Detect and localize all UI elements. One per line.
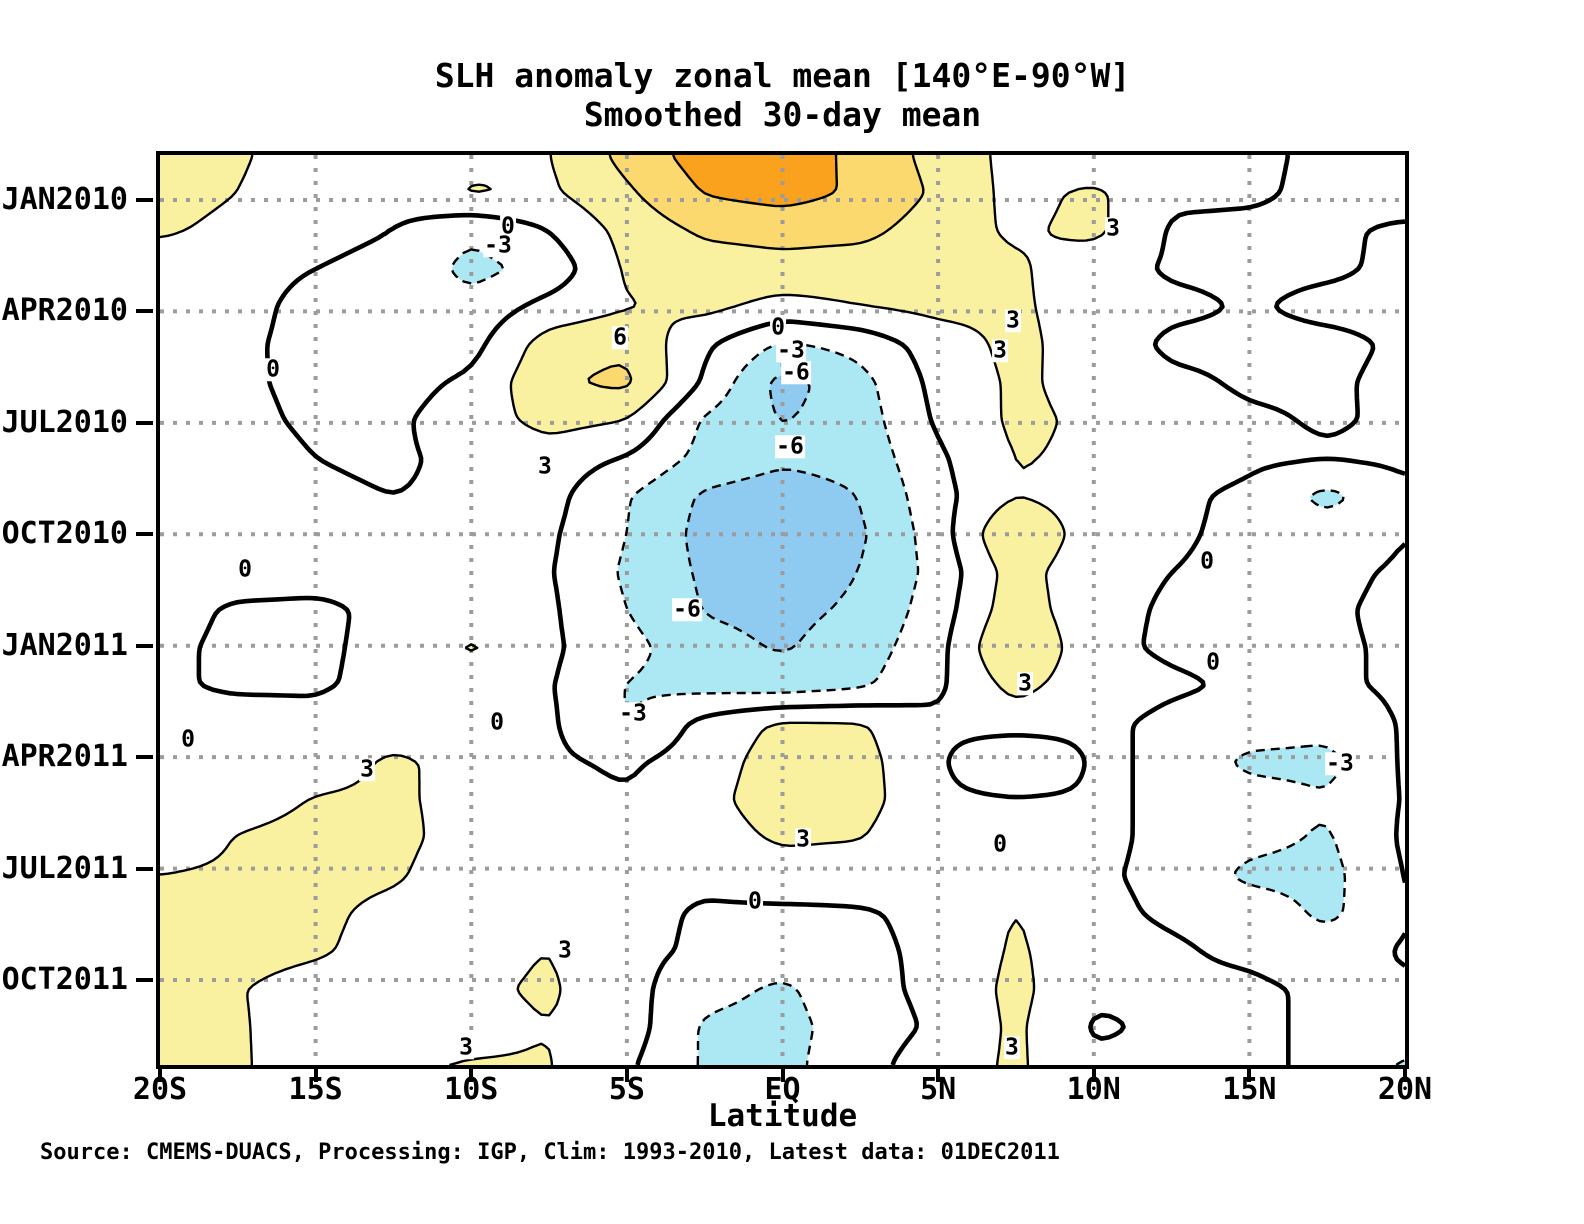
contour-label: -6 (781, 359, 811, 386)
x-tick-mark (469, 1069, 474, 1082)
contour-label: -3 (483, 232, 513, 259)
contour-label: 3 (537, 453, 553, 480)
y-tick-label: JUL2011 (1, 850, 128, 886)
contour-label: 3 (1017, 670, 1033, 697)
x-axis-title: Latitude (707, 1098, 858, 1134)
contour-label: -3 (776, 337, 806, 364)
x-tick-mark (158, 1069, 162, 1082)
y-tick-mark (136, 532, 153, 537)
y-tick-mark (136, 197, 153, 202)
y-tick-label: JUL2010 (1, 404, 128, 440)
chart-subtitle: Smoothed 30-day mean (583, 95, 982, 134)
y-tick-mark (136, 309, 153, 314)
x-tick-label: 5S (608, 1072, 645, 1107)
x-tick-mark (780, 1069, 785, 1082)
x-tick-label: 20S (132, 1072, 188, 1107)
x-tick-label: 10N (1066, 1072, 1121, 1107)
contour-label: 3 (359, 756, 375, 783)
y-tick-mark (136, 978, 153, 982)
contour-label: -6 (775, 433, 805, 460)
contour-label: 3 (992, 337, 1008, 364)
x-tick-label: 15S (288, 1072, 343, 1107)
contour-label: 0 (180, 726, 196, 753)
contour-label: 0 (489, 709, 505, 736)
y-tick-label: APR2011 (1, 739, 128, 775)
x-tick-mark (1091, 1069, 1096, 1082)
contour-label: 3 (1005, 307, 1021, 334)
y-tick-label: OCT2010 (1, 516, 128, 552)
contour-label: -3 (1325, 750, 1355, 777)
x-tick-mark (1403, 1069, 1407, 1082)
y-tick-label: JAN2011 (1, 627, 128, 663)
contour-label: 6 (612, 324, 628, 351)
chart-title: SLH anomaly zonal mean [140°E-90°W] (434, 56, 1131, 95)
contour-label: 3 (1105, 215, 1121, 242)
y-tick-mark (136, 643, 153, 648)
x-tick-label: 10S (444, 1072, 499, 1107)
x-tick-mark (624, 1069, 629, 1082)
x-tick-mark (1247, 1069, 1252, 1082)
contour-label: 0 (770, 314, 786, 341)
contour-label: 0 (1199, 548, 1215, 575)
contour-label: 3 (458, 1034, 474, 1061)
x-tick-label: 20N (1377, 1072, 1433, 1107)
y-tick-mark (136, 420, 153, 425)
contour-label: -6 (672, 596, 702, 623)
x-tick-label: 15N (1222, 1072, 1277, 1107)
x-tick-label: 5N (920, 1072, 957, 1107)
y-tick-label: APR2010 (1, 293, 128, 329)
contour-label: 0 (747, 888, 763, 915)
x-tick-mark (936, 1069, 941, 1082)
y-tick-mark (136, 755, 153, 760)
contour-label: 0 (1205, 649, 1221, 676)
x-tick-label: EQ (764, 1072, 801, 1107)
contour-label: 0 (992, 831, 1008, 858)
contour-label: 3 (557, 937, 573, 964)
y-tick-label: JAN2010 (1, 181, 128, 217)
contour-label: 0 (500, 213, 516, 240)
contour-label: -3 (618, 700, 648, 727)
plot-area: 0 -3 0 6 0 -3 -6 3 3 3 3 -6 -6 -3 0 0 0 3 3 3 0 0 0 3 -3 0 3 3 (160, 155, 1405, 1065)
contour-lines-svg (160, 155, 1405, 1065)
x-tick-mark (313, 1069, 318, 1082)
contour-label: 0 (237, 556, 253, 583)
contour-label: 0 (265, 356, 281, 383)
contour-label: 3 (1004, 1034, 1020, 1061)
source-text: Source: CMEMS-DUACS, Processing: IGP, Cl… (40, 1140, 1060, 1165)
contour-label: 3 (795, 826, 811, 853)
y-tick-label: OCT2011 (1, 962, 128, 997)
y-tick-mark (136, 866, 153, 871)
